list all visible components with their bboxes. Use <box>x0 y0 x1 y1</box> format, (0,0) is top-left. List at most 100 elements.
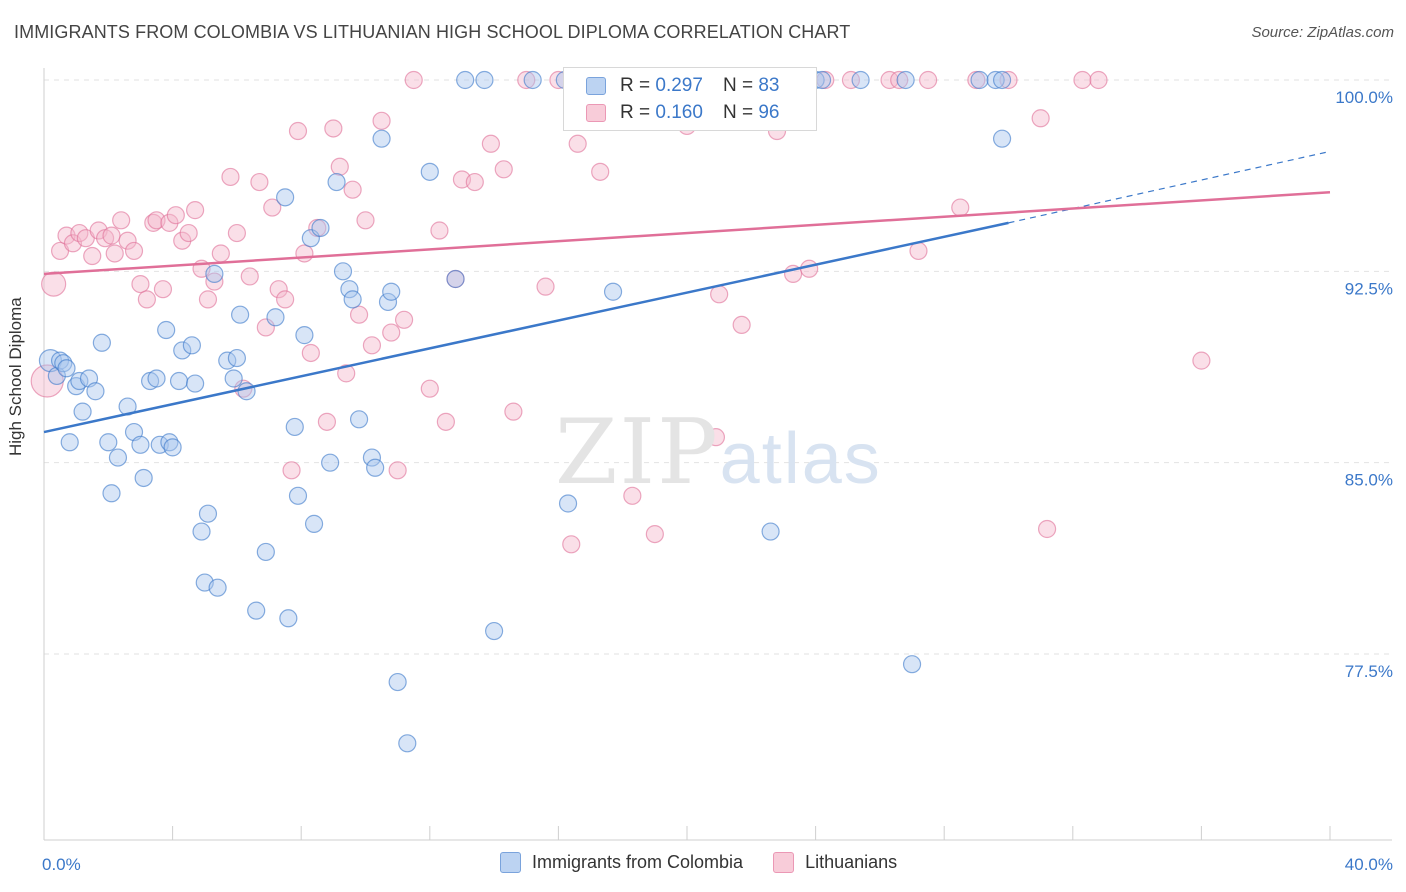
colombia-point <box>603 282 623 301</box>
colombia-point <box>456 70 475 90</box>
lithuanians-point <box>349 305 369 324</box>
n-value: 96 <box>758 102 780 123</box>
colombia-point <box>182 336 201 355</box>
colombia-point <box>73 402 92 421</box>
watermark: ZIPatlas <box>555 400 882 505</box>
lithuanians-point <box>999 70 1018 90</box>
lithuanians-point <box>517 70 536 90</box>
colombia-point <box>163 438 182 457</box>
legend-label-lithuanians: Lithuanians <box>805 852 898 872</box>
colombia-point <box>231 305 250 324</box>
lithuanians-point <box>102 226 121 245</box>
lithuanians-point <box>890 70 909 90</box>
lithuanians-point <box>205 272 224 291</box>
colombia-point <box>362 448 382 467</box>
colombia-point <box>475 70 494 90</box>
colombia-point <box>224 369 243 388</box>
lithuanians-point <box>137 290 156 309</box>
colombia-point <box>198 504 218 523</box>
lithuanians-point <box>240 267 259 286</box>
lithuanians-point <box>1037 519 1057 539</box>
lithuanians-point <box>221 167 240 187</box>
colombia-point <box>86 382 105 401</box>
y-tick-label: 77.5% <box>1345 662 1393 681</box>
colombia-point <box>378 292 398 312</box>
colombia-point <box>485 621 504 641</box>
colombia-point <box>102 484 121 503</box>
lithuanians-point <box>420 379 439 398</box>
colombia-legend-swatch <box>500 852 521 873</box>
lithuanians-point <box>562 535 581 554</box>
lithuanians-point <box>880 70 899 90</box>
r-label: R = <box>620 102 651 123</box>
lithuanians-point <box>1089 70 1108 90</box>
lithuanians-point <box>330 157 349 176</box>
colombia-point <box>227 348 246 368</box>
colombia-point <box>382 282 401 301</box>
n-value: 83 <box>758 75 780 96</box>
lithuanians-point <box>131 274 150 294</box>
lithuanians-point <box>324 119 343 138</box>
lithuanians-point <box>124 241 144 261</box>
legend-label-colombia: Immigrants from Colombia <box>532 852 744 872</box>
y-tick-label: 92.5% <box>1345 279 1393 298</box>
x-tick-label-start: 0.0% <box>42 855 81 874</box>
lithuanians-point <box>536 277 555 296</box>
lithuanians-point <box>372 111 391 130</box>
lithuanians-point <box>504 402 523 421</box>
colombia-points <box>38 70 1012 753</box>
lithuanians-point <box>301 343 320 363</box>
stats-row-lithuanians: R = 0.160 N = 96 <box>586 101 779 125</box>
lithuanians-point <box>568 134 587 153</box>
lithuanians-point <box>288 121 308 141</box>
series-legend: Immigrants from Colombia Lithuanians <box>500 852 927 873</box>
lithuanians-point <box>295 244 314 263</box>
legend-item-colombia[interactable]: Immigrants from Colombia <box>500 852 743 873</box>
lithuanians-point <box>263 198 282 217</box>
colombia-point <box>321 453 340 472</box>
y-tick-label: 100.0% <box>1335 88 1393 107</box>
colombia-swatch <box>586 77 606 95</box>
colombia-point <box>131 435 150 454</box>
colombia-point <box>54 354 73 373</box>
colombia-point <box>761 522 780 541</box>
watermark-zip: ZIP <box>555 400 720 505</box>
colombia-point <box>986 70 1005 90</box>
lithuanians-point <box>211 244 230 263</box>
lithuanians-point <box>153 280 173 299</box>
colombia-point <box>247 601 266 620</box>
lithuanians-point <box>481 134 500 153</box>
lithuanians-point <box>382 323 401 342</box>
lithuanians-point <box>276 290 295 309</box>
r-value: 0.297 <box>655 75 703 96</box>
legend-item-lithuanians[interactable]: Lithuanians <box>773 852 897 873</box>
colombia-point <box>208 578 227 597</box>
colombia-point <box>970 70 989 90</box>
lithuanians-point <box>41 271 67 297</box>
lithuanians-point <box>710 285 729 304</box>
watermark-atlas: atlas <box>719 419 882 499</box>
lithuanians-point <box>1031 109 1050 128</box>
lithuanians-point <box>112 211 131 230</box>
lithuanians-point <box>144 213 163 232</box>
colombia-point <box>266 308 285 327</box>
colombia-point <box>279 609 298 628</box>
colombia-point <box>57 359 76 378</box>
colombia-point <box>366 458 385 477</box>
lithuanians-point <box>909 241 928 261</box>
lithuanians-point <box>951 198 970 217</box>
lithuanians-point <box>404 70 423 90</box>
lithuanians-trend-line <box>43 191 1331 276</box>
lithuanians-point <box>591 162 610 181</box>
lithuanians-point <box>83 246 102 266</box>
stats-row-colombia: R = 0.297 N = 83 <box>586 74 779 98</box>
lithuanians-point <box>841 70 861 90</box>
lithuanians-point <box>706 428 726 447</box>
colombia-point <box>349 410 369 429</box>
lithuanians-point <box>343 180 362 199</box>
trend-lines <box>43 150 1331 434</box>
colombia-point <box>896 70 915 90</box>
lithuanians-point <box>436 412 455 431</box>
colombia-point <box>558 494 578 513</box>
colombia-point <box>992 70 1012 90</box>
